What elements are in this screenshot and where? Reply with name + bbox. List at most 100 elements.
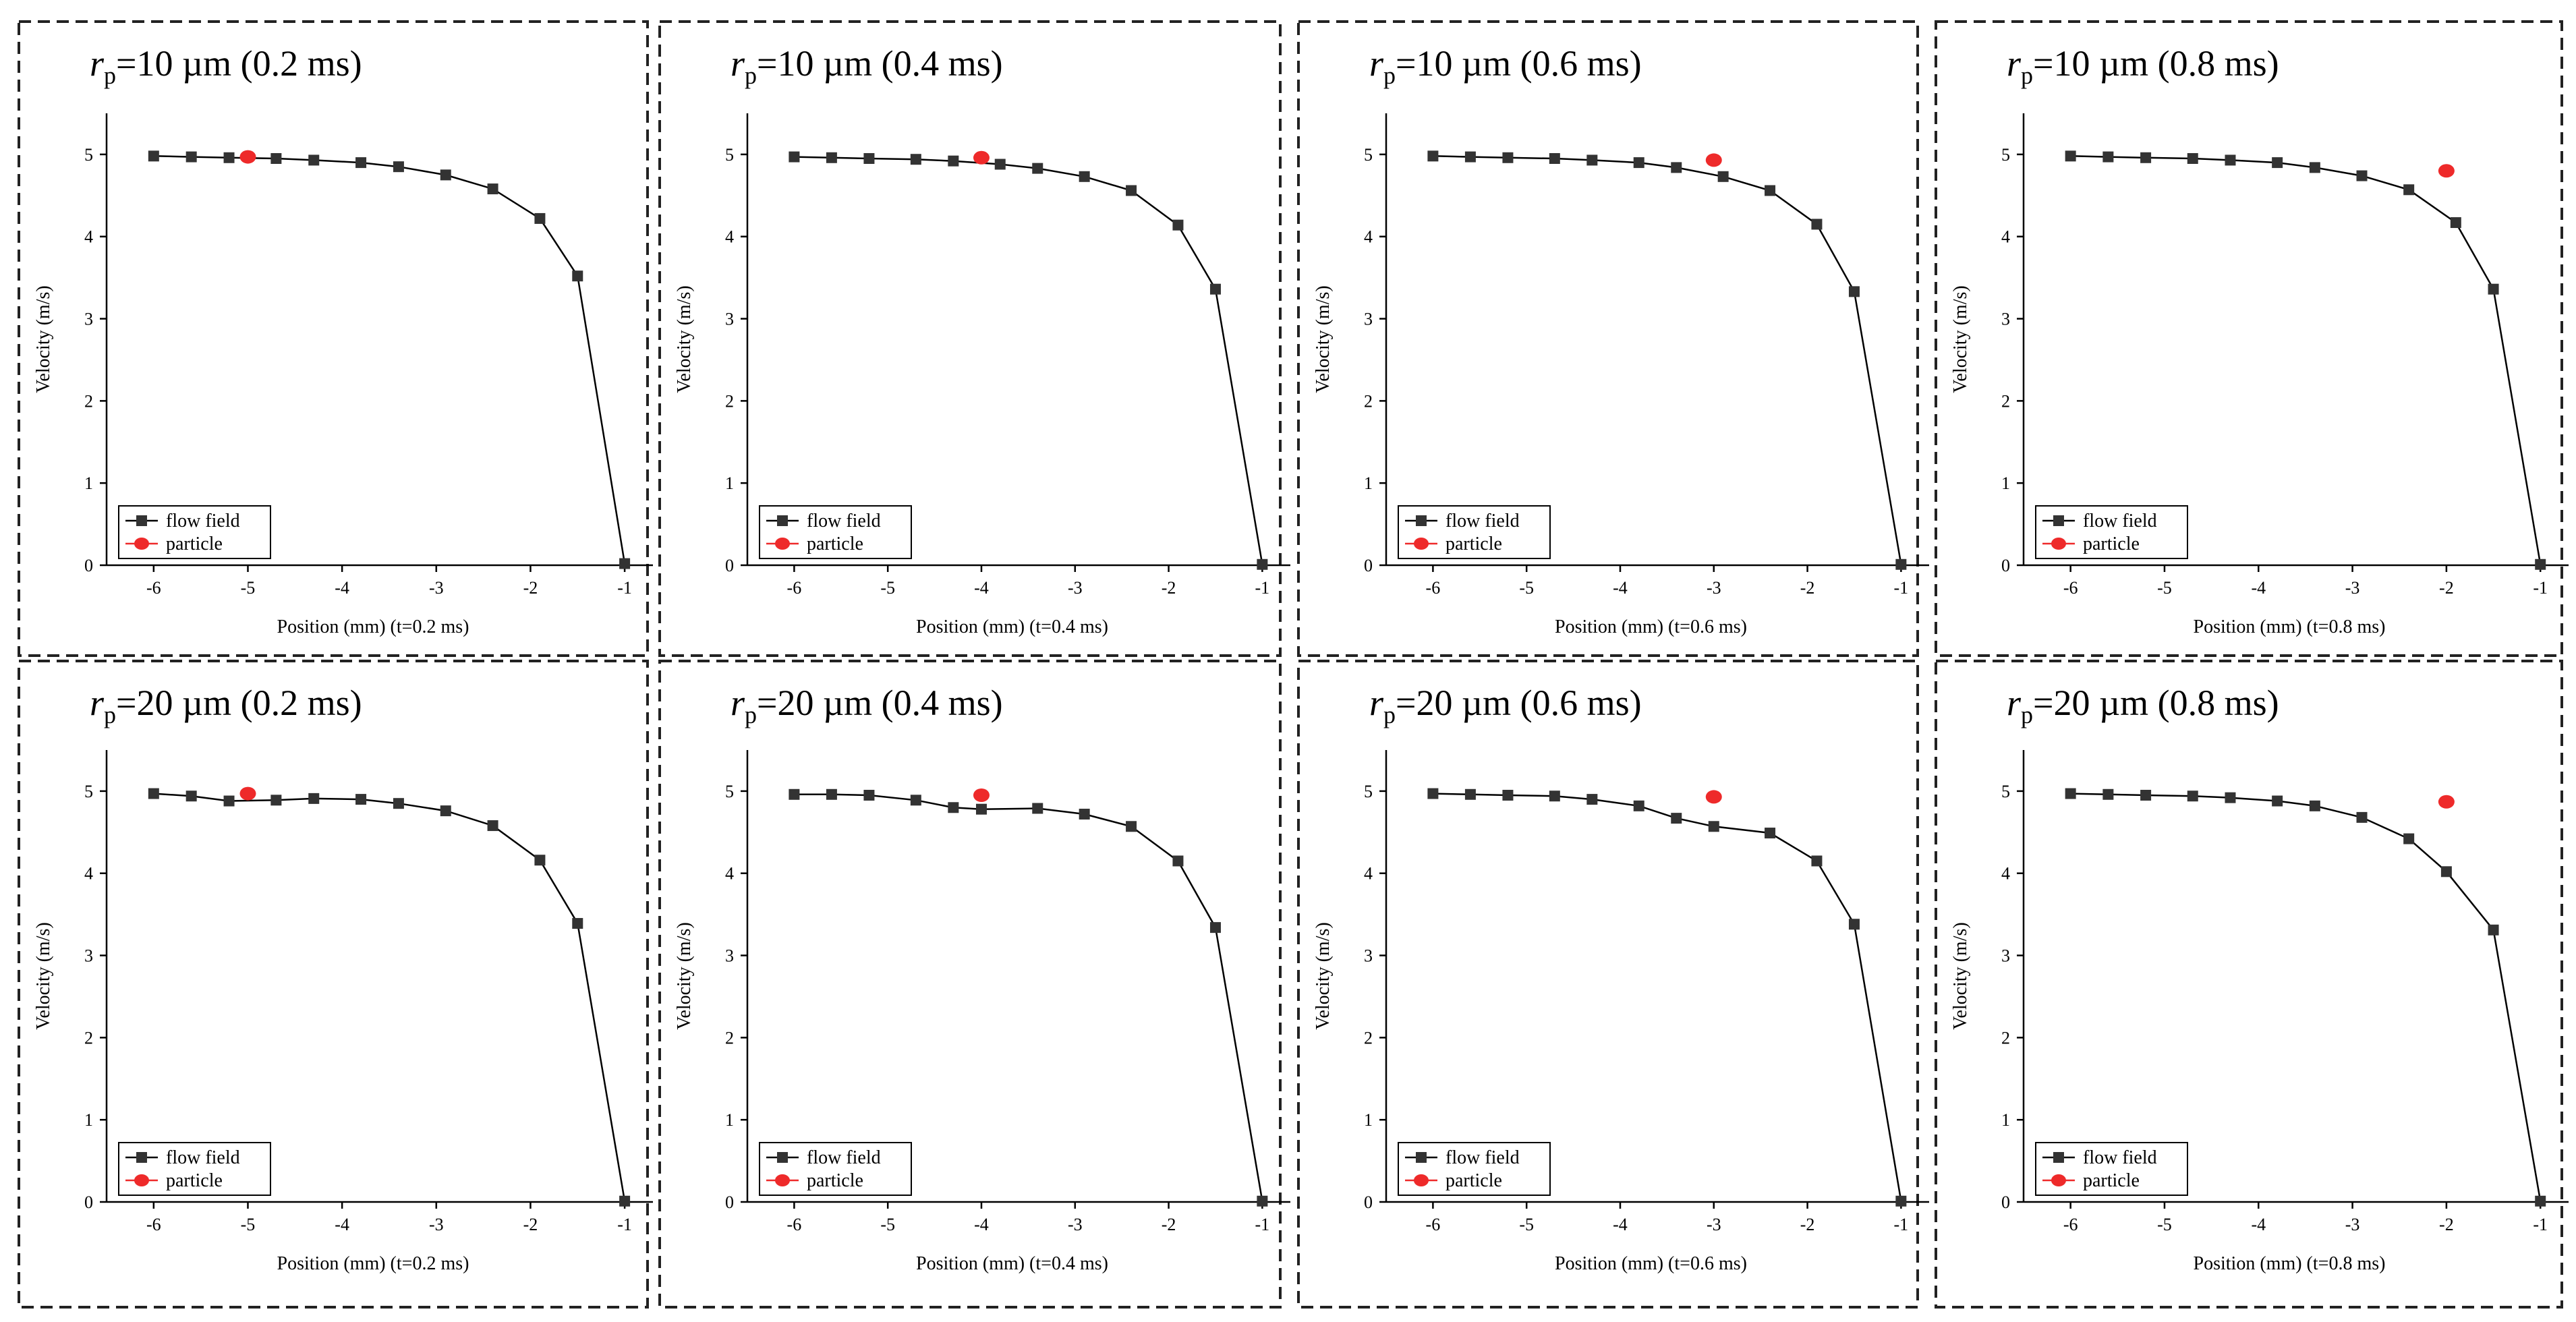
flow-field-point xyxy=(1032,803,1043,814)
x-tick-label: -5 xyxy=(1519,578,1534,598)
flow-field-point xyxy=(1848,919,1860,930)
x-tick-label: -3 xyxy=(1707,1215,1721,1234)
flow-field-line xyxy=(794,793,1263,1202)
y-tick-label: 2 xyxy=(725,391,734,411)
flow-field-point xyxy=(1895,558,1907,570)
y-tick-label: 2 xyxy=(1364,1028,1373,1047)
y-axis-label: Velocity (m/s) xyxy=(1950,285,1971,393)
chart-title: rp=20 µm (0.6 ms) xyxy=(1369,683,1642,728)
chart-panel-1: rp=10 µm (0.2 ms) -6 -5 -4 -3 -2 -1 0 1 2 3 4 5 Posit… xyxy=(18,20,653,657)
flow-field-point xyxy=(1257,1195,1268,1207)
legend-box xyxy=(759,1142,912,1196)
flow-field-point xyxy=(948,802,959,813)
x-tick-label: -2 xyxy=(1800,1215,1815,1234)
x-tick-label: -1 xyxy=(2533,578,2548,598)
flow-field-point xyxy=(2187,153,2198,164)
flow-field-line xyxy=(1433,155,1902,565)
legend-flow-label: flow field xyxy=(2083,511,2157,531)
flow-field-point xyxy=(1549,791,1560,802)
flow-field-point xyxy=(789,788,800,800)
flow-field-point xyxy=(148,788,159,799)
flow-field-point xyxy=(910,795,921,806)
legend-box xyxy=(118,505,271,559)
chart-title: rp=10 µm (0.2 ms) xyxy=(90,43,362,89)
y-axis-label: Velocity (m/s) xyxy=(1313,922,1334,1029)
flow-field-point xyxy=(1172,855,1184,867)
flow-field-point xyxy=(2356,811,2368,823)
legend-flow-marker xyxy=(777,1152,788,1163)
legend-flow-label: flow field xyxy=(807,1147,881,1168)
x-axis-label: Position (mm) (t=0.6 ms) xyxy=(1555,1253,1747,1274)
flow-field-point xyxy=(2356,170,2368,181)
flow-field-point xyxy=(789,151,800,163)
y-tick-label: 1 xyxy=(2001,473,2010,493)
legend-flow-label: flow field xyxy=(2083,1147,2157,1168)
y-tick-label: 2 xyxy=(84,1028,93,1047)
flow-field-point xyxy=(2272,795,2283,807)
x-tick-label: -4 xyxy=(2251,1215,2266,1234)
x-tick-label: -4 xyxy=(1613,1215,1628,1234)
x-tick-label: -4 xyxy=(2251,578,2266,598)
flow-field-point xyxy=(487,183,498,195)
flow-field-line xyxy=(153,155,626,564)
flow-field-point xyxy=(185,151,197,163)
flow-field-point xyxy=(2440,866,2452,878)
flow-field-point xyxy=(1811,855,1823,867)
legend-particle-label: particle xyxy=(807,534,863,554)
x-tick-label: -6 xyxy=(146,578,161,598)
chart-title: rp=10 µm (0.8 ms) xyxy=(2007,43,2279,89)
flow-field-point xyxy=(910,154,921,165)
x-tick-label: -5 xyxy=(2157,578,2172,598)
y-tick-label: 5 xyxy=(2001,782,2010,801)
particle-point xyxy=(973,788,990,802)
y-tick-label: 1 xyxy=(725,1110,734,1130)
y-tick-label: 5 xyxy=(725,782,734,801)
y-tick-label: 5 xyxy=(84,782,93,801)
legend-particle-label: particle xyxy=(807,1170,863,1191)
y-tick-label: 5 xyxy=(2001,145,2010,165)
y-tick-label: 5 xyxy=(84,145,93,165)
legend-particle-marker xyxy=(1414,1174,1429,1186)
flow-field-point xyxy=(2403,184,2415,196)
flow-field-point xyxy=(1209,283,1221,295)
flow-field-point xyxy=(440,805,451,817)
x-tick-label: -1 xyxy=(1255,578,1270,598)
x-tick-label: -3 xyxy=(429,1215,444,1234)
y-tick-label: 3 xyxy=(1364,946,1373,966)
x-tick-label: -5 xyxy=(1519,1215,1534,1234)
y-tick-label: 4 xyxy=(2001,227,2010,247)
legend-particle-marker xyxy=(134,1174,149,1186)
x-tick-label: -2 xyxy=(523,578,538,598)
flow-field-point xyxy=(393,161,404,173)
flow-field-point xyxy=(2272,157,2283,169)
legend-flow-label: flow field xyxy=(166,511,240,531)
y-tick-label: 1 xyxy=(725,473,734,493)
particle-point xyxy=(239,786,256,801)
panel-frame xyxy=(658,20,1282,657)
flow-field-point xyxy=(440,169,451,181)
y-tick-label: 3 xyxy=(84,946,93,966)
flow-field-point xyxy=(223,795,235,807)
panel-frame xyxy=(18,660,649,1309)
x-tick-label: -4 xyxy=(974,1215,989,1234)
legend-particle-label: particle xyxy=(166,1170,223,1191)
particle-point xyxy=(2438,164,2455,178)
y-tick-label: 0 xyxy=(1364,556,1373,575)
flow-field-point xyxy=(534,855,546,866)
flow-field-point xyxy=(1848,286,1860,297)
x-tick-label: -1 xyxy=(1255,1215,1270,1234)
x-tick-label: -6 xyxy=(787,1215,802,1234)
y-tick-label: 1 xyxy=(1364,1110,1373,1130)
flow-field-point xyxy=(223,152,235,163)
y-tick-label: 3 xyxy=(725,946,734,966)
legend-particle-label: particle xyxy=(1446,534,1502,554)
chart-panel-5: rp=20 µm (0.2 ms) -6 -5 -4 -3 -2 -1 0 1 2 3 4 5 Posit… xyxy=(18,660,653,1309)
flow-field-point xyxy=(1427,788,1439,799)
x-tick-label: -3 xyxy=(1068,1215,1083,1234)
y-tick-label: 0 xyxy=(725,556,734,575)
legend-box xyxy=(1398,505,1551,559)
particle-point xyxy=(239,150,256,164)
x-axis-label: Position (mm) (t=0.6 ms) xyxy=(1555,616,1747,637)
chart-panel-4: rp=10 µm (0.8 ms) -6 -5 -4 -3 -2 -1 0 1 2 3 4 5 Posit… xyxy=(1935,20,2569,657)
y-tick-label: 0 xyxy=(725,1192,734,1212)
